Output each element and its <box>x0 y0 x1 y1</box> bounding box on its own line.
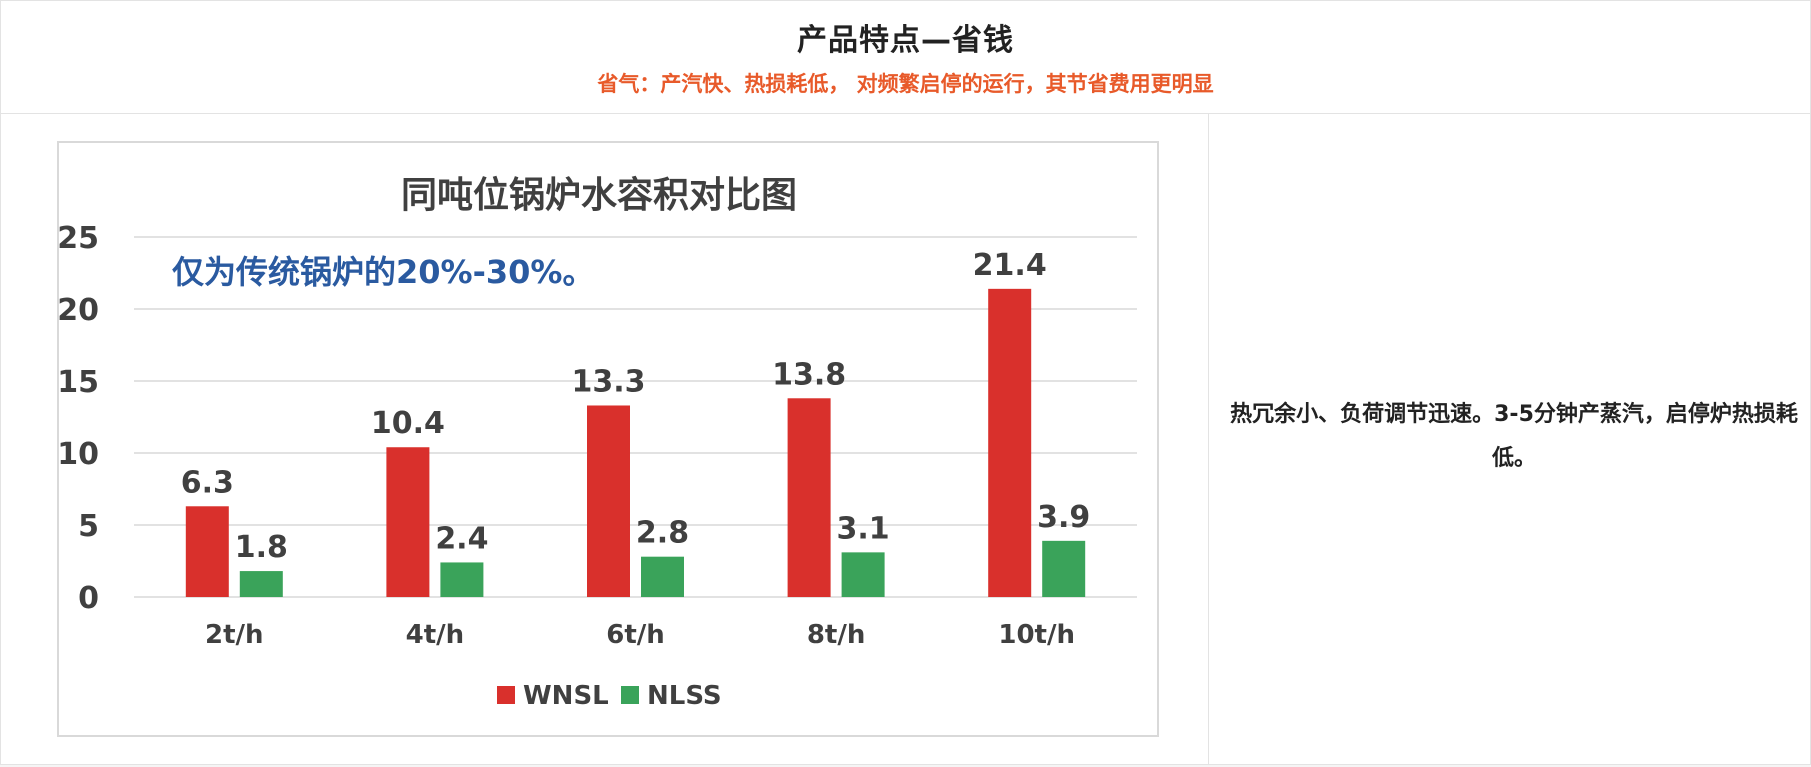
header: 产品特点—省钱 省气：产汽快、热损耗低， 对频繁启停的运行，其节省费用更明显 <box>1 1 1810 114</box>
y-tick-label: 0 <box>78 581 99 616</box>
x-tick-label: 2t/h <box>205 620 264 650</box>
x-tick-label: 10t/h <box>998 620 1075 650</box>
bar-nlss-10t-h <box>1042 540 1086 597</box>
chart-container: 同吨位锅炉水容积对比图 仅为传统锅炉的20%-30%。 0 5 10 15 20 25 6… <box>57 141 1159 737</box>
data-label: 2.4 <box>435 521 488 556</box>
page-subtitle: 省气：产汽快、热损耗低， 对频繁启停的运行，其节省费用更明显 <box>597 72 1214 96</box>
chart-title: 同吨位锅炉水容积对比图 <box>401 175 797 216</box>
bar-wnsl-4t-h <box>386 447 430 597</box>
bar-nlss-6t-h <box>641 556 684 597</box>
data-labels: 6.31.8 10.4 2.4 13.3 2.8 13.8 3.1 21.4 3.9 <box>181 248 1091 565</box>
x-tick-label: 6t/h <box>606 620 665 650</box>
y-tick-label: 20 <box>59 293 99 328</box>
y-tick-label: 25 <box>59 221 99 256</box>
y-axis-ticks: 0 5 10 15 20 25 <box>59 221 99 616</box>
data-label: 10.4 <box>371 406 445 441</box>
data-label: 21.4 <box>973 248 1047 283</box>
x-tick-label: 4t/h <box>406 620 465 650</box>
legend-label-wnsl: WNSL <box>523 681 609 711</box>
column-divider <box>1208 114 1209 764</box>
bar-wnsl-8t-h <box>787 398 831 597</box>
y-tick-label: 15 <box>59 365 99 400</box>
data-label: 13.3 <box>571 364 645 399</box>
data-label: 1.8 <box>235 530 288 565</box>
legend-label-nlss: NLSS <box>647 681 722 711</box>
data-label: 2.8 <box>636 516 689 551</box>
x-axis-ticks: 2t/h 4t/h 6t/h 8t/h 10t/h <box>205 620 1075 650</box>
bar-nlss-4t-h <box>440 562 484 597</box>
bars <box>185 288 1086 597</box>
grid-lines <box>134 236 1137 598</box>
data-label: 6.3 <box>181 465 234 500</box>
bar-nlss-2t-h <box>239 571 283 597</box>
chart-annotation: 仅为传统锅炉的20%-30%。 <box>172 253 594 291</box>
page-title: 产品特点—省钱 <box>797 23 1014 58</box>
bar-wnsl-2t-h <box>185 506 229 597</box>
side-description: 热冗余小、负荷调节迅速。3-5分钟产蒸汽，启停炉热损耗低。 <box>1230 402 1798 471</box>
data-label: 3.1 <box>837 511 890 546</box>
x-tick-label: 8t/h <box>807 620 866 650</box>
bar-wnsl-10t-h <box>988 288 1032 597</box>
bar-nlss-8t-h <box>841 552 885 597</box>
y-tick-label: 10 <box>59 437 99 472</box>
legend-swatch-wnsl <box>497 686 515 704</box>
data-label: 13.8 <box>772 357 846 392</box>
bar-chart: 同吨位锅炉水容积对比图 仅为传统锅炉的20%-30%。 0 5 10 15 20 25 6… <box>59 175 1137 711</box>
y-tick-label: 5 <box>78 509 99 544</box>
legend: WNSL NLSS <box>497 681 722 711</box>
legend-swatch-nlss <box>621 686 639 704</box>
bar-wnsl-6t-h <box>587 405 630 597</box>
data-label: 3.9 <box>1037 500 1090 535</box>
